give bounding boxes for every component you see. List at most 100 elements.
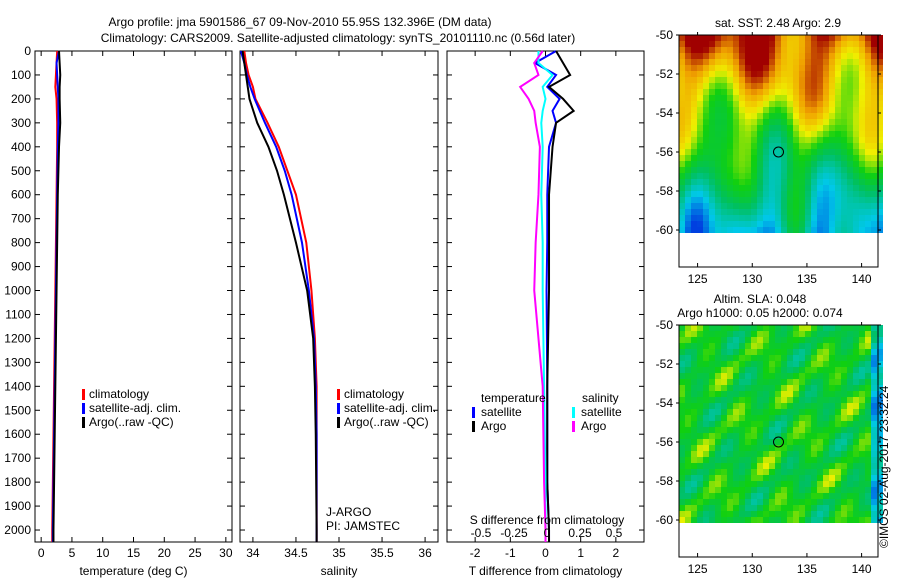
map-cell — [787, 499, 793, 505]
map-cell — [751, 125, 757, 131]
map-cell — [739, 403, 745, 409]
map-cell — [829, 457, 835, 463]
map-cell — [871, 457, 877, 463]
map-cell — [871, 343, 877, 349]
map-cell — [745, 373, 751, 379]
map-cell — [763, 77, 769, 83]
map-cell — [811, 227, 817, 233]
map-cell — [805, 59, 811, 65]
map-cell — [823, 469, 829, 475]
map-cell — [853, 505, 859, 511]
map-cell — [793, 367, 799, 373]
map-cell — [859, 487, 865, 493]
map-cell — [697, 439, 703, 445]
map-cell — [679, 59, 685, 65]
map-cell — [745, 65, 751, 71]
map-cell — [691, 95, 697, 101]
map-cell — [781, 173, 787, 179]
argo-location-marker — [773, 146, 784, 158]
map-cell — [817, 209, 823, 215]
x-tick-label: 34 — [246, 546, 260, 560]
map-cell — [685, 113, 691, 119]
map-cell — [769, 71, 775, 77]
map-cell — [763, 59, 769, 65]
map-cell — [871, 161, 877, 167]
map-cell — [865, 191, 871, 197]
map-cell — [703, 391, 709, 397]
map-cell — [871, 421, 877, 427]
map-cell — [721, 487, 727, 493]
map-cell — [841, 511, 847, 517]
map-cell — [703, 137, 709, 143]
map-cell — [757, 397, 763, 403]
map-cell — [787, 41, 793, 47]
map-cell — [775, 397, 781, 403]
map-cell — [733, 451, 739, 457]
map-cell — [799, 493, 805, 499]
map-cell — [835, 47, 841, 53]
map-cell — [823, 367, 829, 373]
map-cell — [823, 35, 829, 41]
map-cell — [751, 415, 757, 421]
map-cell — [733, 409, 739, 415]
map-cell — [853, 191, 859, 197]
map-cell — [799, 41, 805, 47]
map-cell — [709, 331, 715, 337]
series-line-salinity-1 — [239, 50, 318, 542]
map-cell — [745, 185, 751, 191]
map-cell — [877, 331, 883, 337]
map-cell — [805, 421, 811, 427]
map-cell — [757, 59, 763, 65]
map-cell — [715, 227, 721, 233]
map-cell — [859, 197, 865, 203]
map-cell — [733, 355, 739, 361]
map-cell — [685, 35, 691, 41]
map-cell — [799, 475, 805, 481]
map-cell — [865, 433, 871, 439]
x-tick-label: 35.5 — [370, 546, 394, 560]
map-cell — [811, 197, 817, 203]
map-cell — [763, 35, 769, 41]
map-cell — [745, 179, 751, 185]
map-cell — [847, 53, 853, 59]
map-cell — [733, 185, 739, 191]
map-cell — [679, 451, 685, 457]
map-cell — [805, 487, 811, 493]
map-cell — [787, 469, 793, 475]
map-cell — [823, 143, 829, 149]
x-tick-label: -2 — [470, 546, 481, 560]
map-cell — [841, 137, 847, 143]
map-cell — [847, 367, 853, 373]
map-cell — [799, 331, 805, 337]
map-cell — [817, 53, 823, 59]
map-cell — [775, 475, 781, 481]
map-cell — [811, 457, 817, 463]
map-cell — [733, 439, 739, 445]
map-cell — [757, 499, 763, 505]
map-cell — [799, 215, 805, 221]
map-cell — [751, 445, 757, 451]
map-cell — [685, 95, 691, 101]
map-cell — [775, 209, 781, 215]
map-cell — [709, 343, 715, 349]
map-cell — [787, 391, 793, 397]
map-cell — [817, 185, 823, 191]
map-cell — [793, 221, 799, 227]
map-cell — [859, 71, 865, 77]
map-cell — [685, 469, 691, 475]
map-cell — [799, 367, 805, 373]
map-cell — [847, 331, 853, 337]
map-cell — [739, 433, 745, 439]
map-cell — [811, 203, 817, 209]
map-cell — [853, 415, 859, 421]
map-cell — [751, 209, 757, 215]
map-cell — [769, 185, 775, 191]
map-cell — [757, 361, 763, 367]
map-cell — [871, 397, 877, 403]
map-cell — [697, 511, 703, 517]
map-cell — [751, 77, 757, 83]
map-cell — [877, 167, 883, 173]
map-cell — [685, 355, 691, 361]
map-cell — [793, 227, 799, 233]
map-cell — [697, 209, 703, 215]
